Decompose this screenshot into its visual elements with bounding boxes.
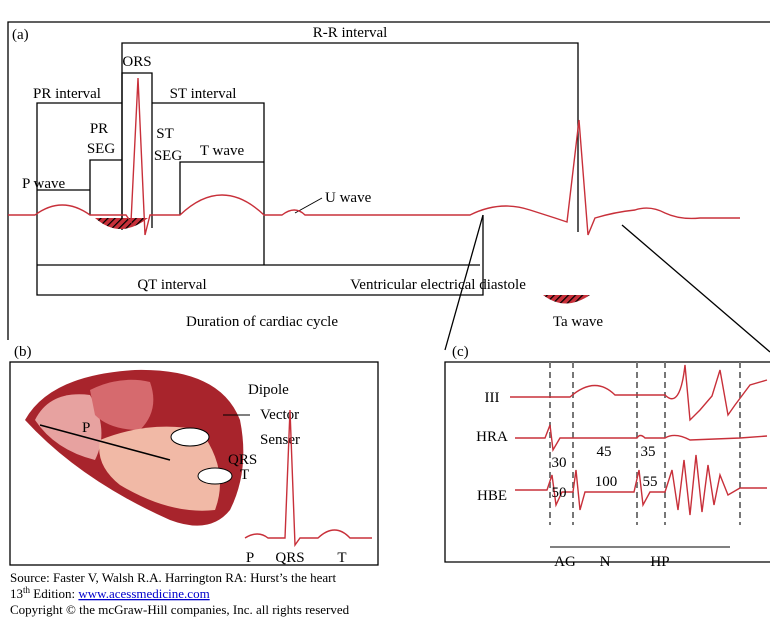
label: ST interval — [170, 86, 237, 102]
frame — [7, 21, 770, 340]
trace — [510, 364, 768, 422]
label: PR — [90, 121, 108, 137]
label: ORS — [122, 54, 151, 70]
label: QT interval — [137, 277, 206, 293]
dipole — [197, 467, 233, 485]
label: SEG — [154, 148, 183, 164]
panel-b: (b) P Dipole Vector Senser QRS T P QRS T — [9, 344, 379, 566]
interval-label: AG — [554, 554, 576, 570]
label: PR interval — [33, 86, 101, 102]
box — [89, 159, 122, 215]
st-segment — [95, 218, 148, 229]
legend-entry: Dipole — [248, 382, 289, 398]
ventricle — [99, 426, 220, 511]
box — [36, 102, 122, 190]
interval-value: 30 — [552, 455, 567, 471]
edition-number: 13 — [10, 586, 23, 601]
interval-label: HP — [650, 554, 669, 570]
legend-entry: Senser — [260, 432, 300, 448]
label: U wave — [325, 190, 372, 206]
atrium — [90, 379, 154, 430]
ecg-trace — [244, 409, 372, 548]
source-line: Source: Faster V, Walsh R.A. Harrington … — [10, 570, 336, 585]
panel-a: (a) R-R interval ORS PR interval ST inte… — [7, 21, 770, 353]
interval-value: 35 — [641, 444, 656, 460]
source-line: Copyright © the mcGraw-Hill companies, I… — [10, 602, 350, 617]
interval-value: 100 — [595, 474, 618, 490]
interval-value: 45 — [597, 444, 612, 460]
lead-label: HBE — [477, 488, 507, 504]
atrium — [35, 394, 102, 460]
link[interactable]: www.acessmedicine.com — [78, 586, 209, 601]
panel-frame — [444, 361, 770, 563]
label: QRS — [228, 452, 257, 468]
label: ST — [156, 126, 174, 142]
interval-value: 55 — [643, 474, 658, 490]
panel-frame — [9, 361, 379, 566]
ecg-trace — [8, 77, 740, 236]
legend-entry: Vector — [260, 407, 299, 423]
box — [121, 72, 153, 228]
trace — [515, 424, 768, 453]
lead-label: HRA — [476, 429, 508, 445]
interval-label: N — [600, 554, 611, 570]
label: T — [240, 467, 249, 483]
ta-wave-shape — [543, 295, 590, 304]
vector — [39, 424, 171, 461]
axis-label: P — [246, 550, 254, 566]
label: Duration of cardiac cycle — [186, 314, 338, 330]
axis-label: T — [337, 550, 346, 566]
label: P wave — [22, 176, 66, 192]
lead-label: III — [485, 390, 500, 406]
dipole — [170, 427, 210, 447]
label: Ta wave — [553, 314, 604, 330]
trace — [515, 454, 767, 516]
axis-label: QRS — [275, 550, 304, 566]
panel-label: (b) — [14, 344, 32, 360]
box — [179, 161, 264, 215]
source-line: 13th Edition: www.acessmedicine.com — [10, 585, 210, 601]
box — [152, 102, 265, 265]
panel-c: (c) III HRA HBE 30 45 35 50 100 55 AG N … — [444, 344, 770, 570]
label: P — [82, 420, 90, 436]
panel-label: (c) — [452, 344, 469, 360]
edition-suffix: th — [23, 585, 31, 595]
box — [36, 190, 484, 296]
label: R-R interval — [313, 25, 388, 41]
edition-text: Edition: — [30, 586, 78, 601]
source: Source: Faster V, Walsh R.A. Harrington … — [10, 570, 350, 617]
interval-value: 50 — [552, 485, 567, 501]
panel-label: (a) — [12, 27, 29, 43]
zoom-line — [444, 214, 484, 351]
label: T wave — [200, 143, 245, 159]
zoom-line — [621, 224, 770, 353]
label: SEG — [87, 141, 116, 157]
label: Ventricular electrical diastole — [350, 277, 526, 293]
